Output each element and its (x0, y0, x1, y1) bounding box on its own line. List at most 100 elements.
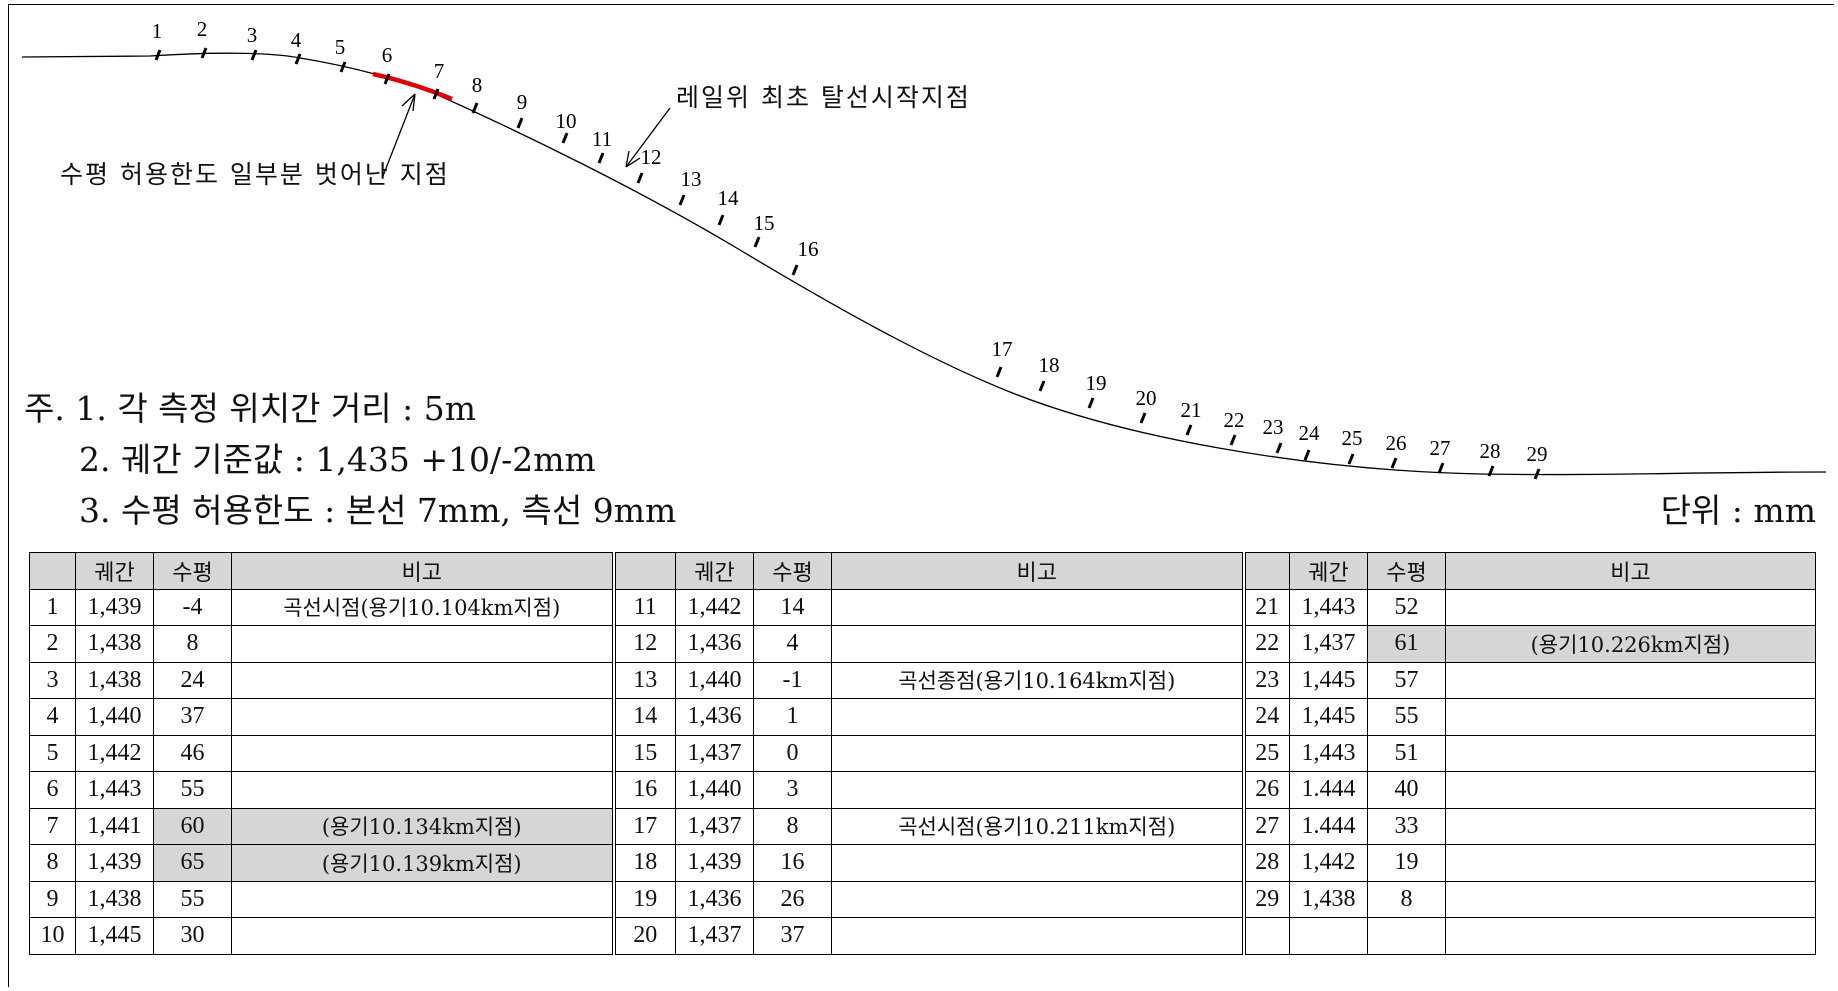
point-label: 4 (291, 28, 302, 52)
point-number-cell: 18 (613, 844, 676, 882)
point-label: 7 (434, 59, 445, 83)
point-tick (1390, 457, 1398, 469)
level-cell: 8 (153, 625, 232, 663)
table-row: 10 1,445 30 20 1,437 37 (29, 917, 1816, 955)
gauge-cell: 1,436 (675, 880, 754, 918)
point-tick (1487, 465, 1495, 477)
gauge-cell: 1,445 (1289, 661, 1368, 699)
note-line-1: 주. 1. 각 측정 위치간 거리 : 5m (24, 389, 477, 428)
note-line-2: 2. 궤간 기준값 : 1,435 +10/-2mm (79, 440, 596, 479)
point-label: 28 (1480, 439, 1501, 463)
point-number-cell: 11 (613, 588, 676, 626)
note-line-3: 3. 수평 허용한도 : 본선 7mm, 측선 9mm (79, 491, 677, 530)
point-label: 3 (247, 23, 258, 47)
point-label: 19 (1086, 371, 1107, 395)
gauge-cell: 1,441 (75, 807, 154, 845)
level-cell: 46 (153, 734, 232, 772)
point-label: 25 (1342, 426, 1363, 450)
gauge-cell: 1,442 (1289, 844, 1368, 882)
table-row: 7 1,441 60 (용기10.134km지점) 17 1,437 8 곡선시점(용기10.… (29, 807, 1816, 845)
level-cell: 4 (753, 625, 832, 663)
point-label: 15 (754, 211, 775, 235)
level-cell: 55 (153, 880, 232, 918)
point-number-cell: 9 (29, 880, 76, 918)
point-number-cell: 10 (29, 917, 76, 955)
level-cell: 37 (153, 698, 232, 736)
point-tick (154, 49, 162, 61)
header-remark: 비고 (1445, 552, 1816, 590)
gauge-cell: 1,436 (675, 698, 754, 736)
point-label: 14 (718, 186, 740, 210)
gauge-cell: 1,443 (1289, 588, 1368, 626)
gauge-cell: 1,437 (675, 917, 754, 955)
point-tick (432, 88, 440, 100)
point-label: 9 (517, 90, 528, 114)
header-gauge: 궤간 (675, 552, 754, 590)
table-row: 8 1,439 65 (용기10.139km지점) 18 1,439 16 28 1,442 19 (29, 844, 1816, 882)
level-cell: 14 (753, 588, 832, 626)
point-tick (339, 61, 347, 73)
remark-cell (231, 917, 616, 955)
remark-cell (1445, 844, 1816, 882)
point-tick (1347, 453, 1355, 465)
header-gauge: 궤간 (1289, 552, 1368, 590)
header-level: 수평 (153, 552, 232, 590)
gauge-cell: 1,437 (675, 734, 754, 772)
point-number-cell: 7 (29, 807, 76, 845)
remark-cell (231, 734, 616, 772)
level-cell: 8 (753, 807, 832, 845)
table-row: 3 1,438 24 13 1,440 -1 곡선종점(용기10.164km지점) 23 1,4… (29, 661, 1816, 699)
deviation-highlight (372, 71, 453, 102)
point-number-cell: 6 (29, 771, 76, 809)
point-label: 8 (472, 73, 483, 97)
unit-label: 단위 : mm (1660, 491, 1816, 530)
point-number-cell: 3 (29, 661, 76, 699)
remark-cell (231, 771, 616, 809)
remark-cell (231, 625, 616, 663)
point-number-cell: 14 (613, 698, 676, 736)
point-number-cell: 27 (1243, 807, 1290, 845)
gauge-cell: 1.444 (1289, 807, 1368, 845)
level-cell: 19 (1367, 844, 1446, 882)
remark-cell (831, 625, 1246, 663)
remark-cell (1445, 807, 1816, 845)
point-tick (1185, 424, 1193, 436)
gauge-cell: 1,440 (75, 698, 154, 736)
remark-cell: (용기10.139km지점) (231, 844, 616, 882)
point-number-cell: 8 (29, 844, 76, 882)
point-tick (200, 47, 208, 59)
table-row: 5 1,442 46 15 1,437 0 25 1,443 51 (29, 734, 1816, 772)
header-gauge: 궤간 (75, 552, 154, 590)
gauge-cell: 1,439 (75, 844, 154, 882)
point-tick (1229, 434, 1237, 446)
point-number-cell: 1 (29, 588, 76, 626)
point-tick (1275, 442, 1283, 454)
remark-cell (831, 771, 1246, 809)
level-cell: 55 (1367, 698, 1446, 736)
point-tick (717, 214, 725, 226)
gauge-cell: 1,439 (75, 588, 154, 626)
point-label: 22 (1224, 408, 1245, 432)
remark-cell (1445, 588, 1816, 626)
point-number-cell: 16 (613, 771, 676, 809)
point-tick (1303, 449, 1311, 461)
point-number-cell: 12 (613, 625, 676, 663)
point-tick (791, 264, 799, 276)
point-number-cell: 19 (613, 880, 676, 918)
table-row: 6 1,443 55 16 1,440 3 26 1.444 40 (29, 771, 1816, 809)
point-label: 16 (798, 237, 819, 261)
level-cell: 30 (153, 917, 232, 955)
gauge-cell: 1,442 (75, 734, 154, 772)
remark-cell (231, 698, 616, 736)
point-label: 17 (992, 337, 1013, 361)
gauge-cell: 1,437 (1289, 625, 1368, 663)
remark-cell (1445, 661, 1816, 699)
header-remark: 비고 (831, 552, 1246, 590)
level-cell: 3 (753, 771, 832, 809)
gauge-cell (1289, 917, 1368, 955)
gauge-cell: 1,445 (75, 917, 154, 955)
remark-cell (1445, 771, 1816, 809)
point-tick (597, 152, 605, 164)
remark-cell (831, 880, 1246, 918)
